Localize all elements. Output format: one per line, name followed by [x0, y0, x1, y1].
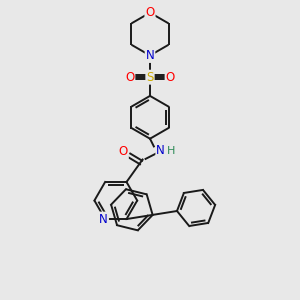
Text: O: O [118, 145, 128, 158]
Text: O: O [166, 71, 175, 84]
Text: O: O [125, 71, 134, 84]
Text: S: S [146, 71, 154, 84]
Text: N: N [99, 213, 108, 226]
Text: H: H [167, 146, 175, 156]
Text: N: N [156, 143, 165, 157]
Text: O: O [146, 6, 154, 19]
Text: N: N [146, 49, 154, 62]
